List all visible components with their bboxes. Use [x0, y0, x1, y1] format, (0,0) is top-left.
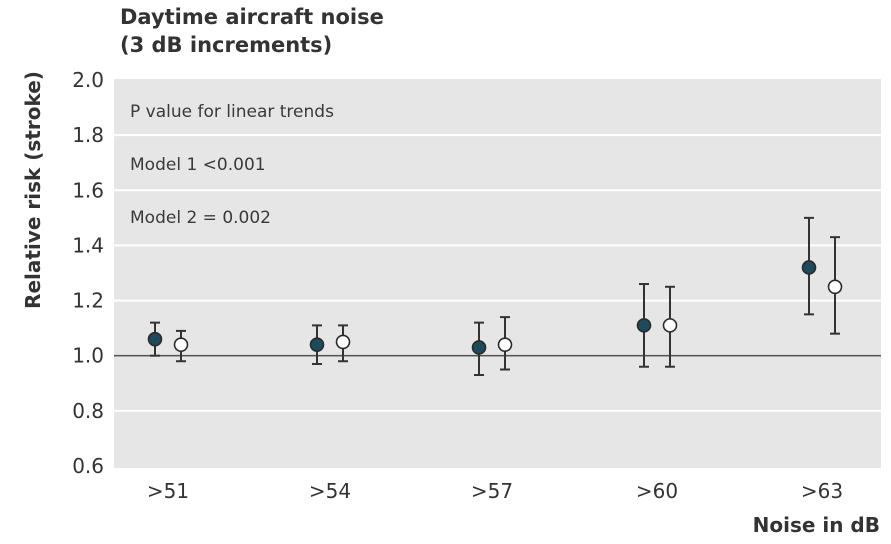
plot-area — [114, 79, 881, 468]
point-filled — [801, 260, 817, 275]
point-open — [827, 279, 843, 295]
x-tick-label: >54 — [309, 479, 351, 503]
y-tick-label: 1.4 — [72, 233, 104, 257]
chart-subtitle: (3 dB increments) — [120, 33, 332, 57]
point-open — [335, 334, 351, 350]
x-tick-label: >57 — [471, 479, 513, 503]
point-open — [173, 337, 189, 352]
point-open — [662, 318, 678, 333]
data-marks — [147, 216, 843, 377]
y-axis-title: Relative risk (stroke) — [21, 71, 45, 309]
point-filled — [309, 337, 325, 352]
y-tick-label: 1.0 — [72, 344, 104, 368]
annotation-model-1: Model 1 <0.001 — [130, 155, 266, 175]
point-filled — [147, 331, 163, 347]
annotation-p-value: P value for linear trends — [130, 102, 334, 122]
x-axis-title: Noise in dB — [753, 513, 880, 537]
x-tick-label: >60 — [636, 479, 678, 503]
y-tick-label: 1.2 — [72, 289, 104, 313]
x-tick-label: >63 — [801, 479, 843, 503]
chart-title: Daytime aircraft noise — [120, 5, 384, 29]
x-tick-label: >51 — [147, 479, 189, 503]
y-tick-label: 1.8 — [72, 123, 104, 147]
y-tick-labels: 0.6 0.8 1.0 1.2 1.4 1.6 1.8 2.0 — [72, 68, 104, 478]
x-tick-labels: >51 >54 >57 >60 >63 — [147, 479, 843, 503]
y-tick-label: 0.6 — [72, 454, 104, 478]
y-tick-label: 0.8 — [72, 399, 104, 423]
point-filled — [471, 340, 487, 355]
y-tick-label: 1.6 — [72, 178, 104, 202]
annotation-model-2: Model 2 = 0.002 — [130, 208, 271, 228]
y-tick-label: 2.0 — [72, 68, 104, 92]
point-filled — [636, 318, 652, 333]
point-open — [497, 337, 513, 352]
